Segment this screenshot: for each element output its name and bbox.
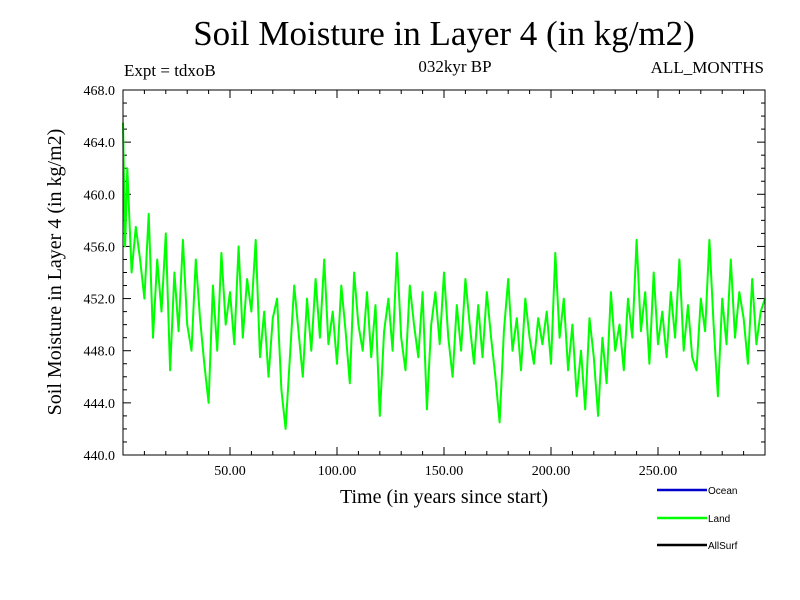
x-tick-label: 100.00 [318, 464, 357, 479]
y-tick-label: 464.0 [84, 136, 116, 151]
y-tick-label: 440.0 [84, 449, 116, 464]
legend-label-allsurf: AllSurf [708, 541, 738, 552]
x-axis-label: Time (in years since start) [340, 486, 548, 508]
period-label: ALL_MONTHS [650, 58, 764, 77]
y-tick-label: 444.0 [84, 397, 116, 412]
plot-frame [122, 89, 766, 456]
experiment-label: Expt = tdxoB [124, 61, 216, 80]
y-tick-label: 460.0 [84, 188, 116, 203]
x-tick-label: 50.00 [214, 464, 246, 479]
y-tick-label: 456.0 [84, 240, 116, 255]
chart-title: Soil Moisture in Layer 4 (in kg/m2) [193, 14, 695, 53]
y-axis-label: Soil Moisture in Layer 4 (in kg/m2) [44, 129, 66, 416]
series-group [122, 122, 766, 430]
y-tick-label: 452.0 [84, 293, 116, 308]
legend: Ocean Land AllSurf [657, 486, 738, 552]
x-tick-label: 250.00 [639, 464, 678, 479]
x-tick-label: 200.00 [532, 464, 571, 479]
y-tick-label: 448.0 [84, 345, 116, 360]
legend-label-land: Land [708, 514, 730, 525]
legend-label-ocean: Ocean [708, 486, 737, 497]
x-tick-label: 150.00 [425, 464, 464, 479]
chart-subtitle: 032kyr BP [418, 57, 492, 76]
series-line-land [122, 122, 766, 430]
y-tick-label: 468.0 [84, 84, 116, 99]
